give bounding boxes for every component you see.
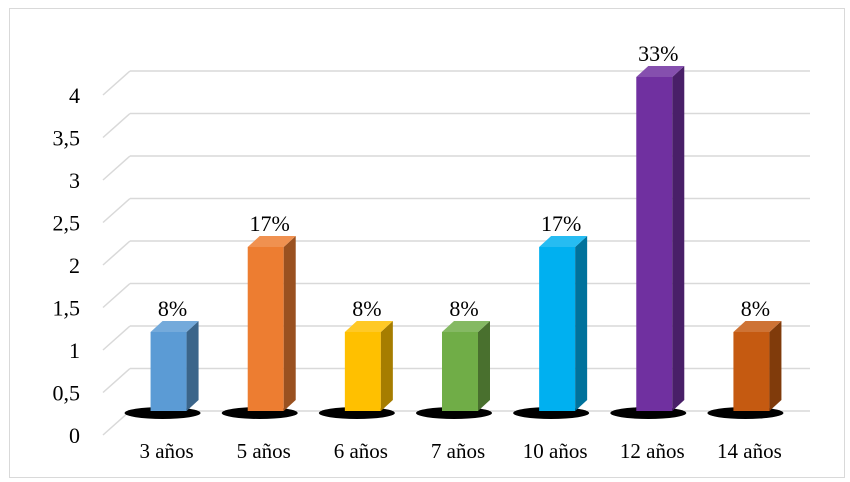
bar <box>150 332 187 411</box>
bar-group <box>513 236 590 419</box>
bar-top <box>733 321 782 332</box>
bar-top <box>344 321 393 332</box>
y-tick-label: 0,5 <box>53 381 81 406</box>
y-tick-label: 2 <box>69 253 80 278</box>
x-tick-label: 7 años <box>431 439 485 463</box>
gridline-side <box>102 70 131 96</box>
bar-top <box>247 236 296 247</box>
label-layer: 0 0,5 1 1,5 2 2,5 3 3,5 4 8% 3 años 17% 5 años 8% 6 añ… <box>53 41 782 463</box>
bar-group <box>124 321 201 419</box>
y-tick-label: 0 <box>69 423 80 448</box>
x-tick-label: 10 años <box>523 439 588 463</box>
y-tick-label: 1,5 <box>53 296 81 321</box>
bar-top <box>442 321 490 332</box>
bar <box>247 247 284 411</box>
bar-side <box>186 321 199 411</box>
bar-side <box>380 321 393 411</box>
gridline-side <box>102 325 131 351</box>
bar-group <box>416 321 492 419</box>
x-tick-label: 12 años <box>620 439 685 463</box>
y-tick-label: 3,5 <box>53 126 81 151</box>
data-label: 33% <box>638 41 678 66</box>
y-tick-label: 4 <box>69 83 80 108</box>
x-tick-label: 14 años <box>717 439 782 463</box>
y-tick-label: 3 <box>69 168 80 193</box>
gridline-side <box>102 155 131 181</box>
bar-group <box>221 236 298 419</box>
bar-group <box>707 321 784 419</box>
bar-top <box>636 66 685 77</box>
data-label: 8% <box>352 296 381 321</box>
bar-side <box>769 321 782 411</box>
data-label: 8% <box>741 296 770 321</box>
x-tick-label: 3 años <box>139 439 193 463</box>
gridline-side <box>102 367 131 394</box>
bar-layer <box>124 66 784 419</box>
gridline-side <box>102 197 131 224</box>
bar-side <box>672 66 685 411</box>
bar <box>344 332 381 411</box>
gridline-side <box>102 282 131 309</box>
bar-side <box>283 236 296 411</box>
data-label: 17% <box>541 211 581 236</box>
y-tick-label: 1 <box>69 338 80 363</box>
bar <box>636 77 673 411</box>
bar-group <box>318 321 395 419</box>
data-label: 17% <box>250 211 290 236</box>
data-label: 8% <box>158 296 187 321</box>
gridline-side <box>102 240 131 266</box>
gridline-side <box>102 410 131 436</box>
bar <box>539 247 576 411</box>
y-tick-label: 2,5 <box>53 211 81 236</box>
bar-top <box>150 321 199 332</box>
gridline-side <box>102 112 131 139</box>
x-tick-label: 6 años <box>334 439 388 463</box>
x-tick-label: 5 años <box>237 439 291 463</box>
bar <box>442 332 478 411</box>
bar-top <box>539 236 588 247</box>
bar-side <box>478 321 490 411</box>
bar-group <box>610 66 687 419</box>
bar <box>733 332 770 411</box>
chart-frame <box>9 8 845 478</box>
data-label: 8% <box>449 296 478 321</box>
bar-side <box>575 236 588 411</box>
